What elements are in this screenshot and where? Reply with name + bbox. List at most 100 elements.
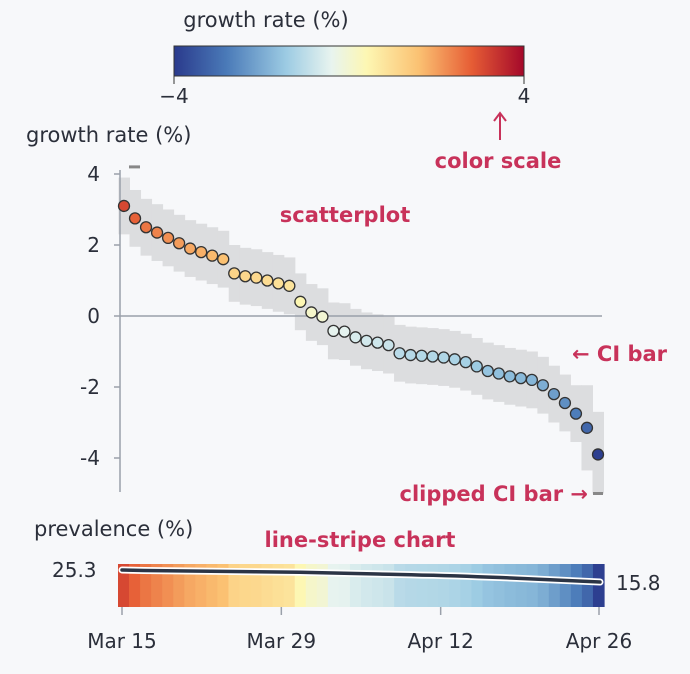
data-point xyxy=(150,226,164,239)
data-point xyxy=(415,349,428,362)
data-point xyxy=(272,277,285,290)
stripe xyxy=(493,564,506,607)
color-scale-arrowhead xyxy=(493,111,507,122)
stripe xyxy=(250,564,263,607)
colorbar-gradient xyxy=(173,45,525,77)
data-point xyxy=(316,310,329,323)
y-tick-label: -4 xyxy=(80,446,100,470)
data-point xyxy=(558,396,572,410)
data-point xyxy=(128,212,142,225)
data-point xyxy=(172,237,186,250)
prevalence-line-layer xyxy=(118,566,604,586)
stripe xyxy=(482,564,495,607)
stripe-ylabel: prevalence (%) xyxy=(34,517,193,541)
data-point xyxy=(338,325,351,338)
stripe xyxy=(140,564,152,607)
stripe xyxy=(537,564,550,607)
colorbar-min-label: −4 xyxy=(159,84,188,108)
data-point xyxy=(294,295,307,308)
stripe xyxy=(118,564,130,607)
stripe xyxy=(173,564,185,607)
stripe xyxy=(592,564,605,607)
stripe xyxy=(338,564,351,607)
data-point xyxy=(393,347,406,360)
data-point xyxy=(426,350,439,363)
data-point xyxy=(514,371,527,385)
scatter-ylabel: growth rate (%) xyxy=(26,123,191,147)
stripe-layer xyxy=(118,564,605,607)
scatterplot-annotation: scatterplot xyxy=(280,203,411,227)
data-point xyxy=(536,379,550,392)
stripe xyxy=(449,564,462,607)
y-tick-label: 0 xyxy=(87,304,100,328)
stripe xyxy=(581,564,594,607)
data-point xyxy=(228,267,241,280)
stripe xyxy=(261,564,274,607)
data-point xyxy=(305,306,318,319)
data-point xyxy=(448,353,461,366)
x-ticks: Mar 15 Mar 29 Apr 12 Apr 26 xyxy=(87,607,632,653)
y-tick-label: 4 xyxy=(87,162,100,186)
line-stripe-annotation: line-stripe chart xyxy=(265,528,456,552)
stripe xyxy=(305,564,318,607)
stripe xyxy=(570,564,583,607)
y-tick-label: 2 xyxy=(87,233,100,257)
prevalence-line xyxy=(120,568,602,584)
data-point xyxy=(481,364,494,378)
data-point xyxy=(470,360,483,373)
stripe xyxy=(405,564,417,607)
x-tick-label: Apr 26 xyxy=(566,629,632,653)
data-point xyxy=(525,373,539,387)
colorbar: growth rate (%) −4 4 color scale xyxy=(159,8,561,173)
stripe xyxy=(239,564,252,607)
y-tick-label: -2 xyxy=(80,375,100,399)
data-point xyxy=(161,231,175,245)
data-point xyxy=(437,351,450,364)
stripe xyxy=(438,564,450,607)
data-point xyxy=(503,370,516,383)
colorbar-title: growth rate (%) xyxy=(183,8,348,32)
stripe-start-value: 25.3 xyxy=(52,558,97,582)
data-point xyxy=(580,421,594,434)
stripe xyxy=(372,564,384,607)
x-tick-label: Mar 29 xyxy=(247,629,317,653)
scatter-panel: growth rate (%) 4 2 0 -2 -4 scatterplot ← CI… xyxy=(26,123,668,506)
stripe xyxy=(460,564,473,607)
stripe-end-value: 15.8 xyxy=(616,571,661,595)
data-point xyxy=(217,253,230,266)
data-point xyxy=(459,355,472,369)
ci-bar-annotation: ← CI bar xyxy=(572,342,668,366)
x-tick-label: Apr 12 xyxy=(407,629,473,653)
data-point xyxy=(239,270,252,283)
stripe xyxy=(294,564,307,607)
color-scale-annotation: color scale xyxy=(435,149,562,173)
stripe xyxy=(129,564,141,607)
data-point xyxy=(382,338,395,352)
data-point xyxy=(547,387,561,401)
data-point xyxy=(250,271,263,284)
data-point xyxy=(349,331,362,344)
colorbar-max-label: 4 xyxy=(518,84,531,108)
stripe xyxy=(416,564,428,607)
line-stripe-panel: prevalence (%) line-stripe chart 25.3 15… xyxy=(34,517,661,653)
data-point xyxy=(569,407,583,420)
stripe xyxy=(559,564,572,607)
stripe xyxy=(151,564,163,607)
data-point xyxy=(591,448,605,461)
stripe xyxy=(504,564,517,607)
data-point xyxy=(206,249,219,262)
points-layer xyxy=(117,199,605,461)
stripe xyxy=(327,564,340,607)
stripe xyxy=(217,564,230,607)
stripe xyxy=(349,564,362,607)
data-point xyxy=(404,348,417,362)
stripe xyxy=(228,564,241,607)
stripe xyxy=(383,564,395,607)
stripe xyxy=(361,564,373,607)
stripe xyxy=(394,564,406,607)
stripe xyxy=(427,564,439,607)
clipped-ci-annotation: clipped CI bar → xyxy=(400,482,589,506)
data-point xyxy=(283,279,296,292)
data-point xyxy=(371,336,384,349)
